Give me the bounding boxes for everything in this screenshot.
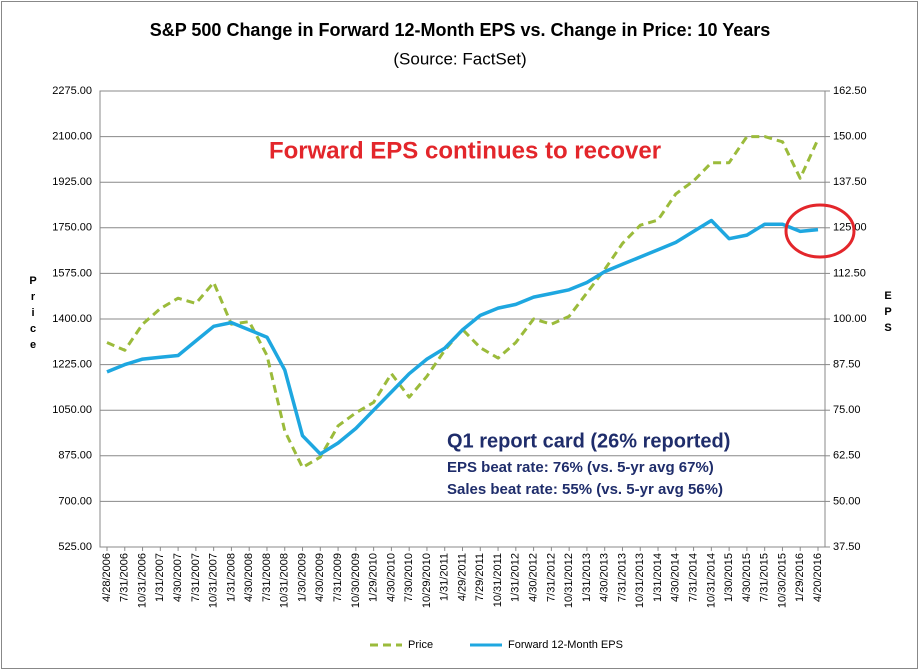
annotation: Q1 report card (26% reported)	[447, 430, 730, 452]
y-tick-label: 1225.00	[52, 359, 92, 371]
x-tick-label: 4/30/2012	[528, 553, 540, 602]
y2-tick-label: 150.00	[833, 131, 867, 143]
y2-tick-label: 162.50	[833, 85, 867, 97]
annotation: EPS beat rate: 76% (vs. 5-yr avg 67%)	[447, 459, 714, 476]
x-tick-label: 4/30/2008	[243, 553, 255, 602]
y-tick-label: 525.00	[58, 541, 92, 553]
series-line	[106, 135, 820, 469]
x-tick-label: 7/31/2006	[119, 553, 131, 602]
y-tick-label: 875.00	[58, 450, 92, 462]
x-tick-label: 4/30/2013	[599, 553, 611, 602]
y2-tick-label: 62.50	[833, 450, 861, 462]
x-tick-label: 10/31/2013	[634, 553, 646, 608]
y2-axis-label: EPS	[882, 290, 894, 338]
x-tick-label: 4/30/2009	[314, 553, 326, 602]
x-tick-label: 1/31/2011	[439, 553, 451, 601]
chart-title: S&P 500 Change in Forward 12-Month EPS v…	[150, 20, 771, 40]
x-tick-label: 10/29/2010	[421, 553, 433, 608]
chart-subtitle: (Source: FactSet)	[393, 49, 526, 68]
y-tick-label: 1400.00	[52, 313, 92, 325]
x-tick-label: 4/30/2007	[172, 553, 184, 602]
y2-tick-label: 75.00	[833, 404, 861, 416]
y2-tick-label: 37.50	[833, 541, 861, 553]
annotation: Sales beat rate: 55% (vs. 5-yr avg 56%)	[447, 481, 723, 498]
legend-label: Price	[408, 639, 433, 651]
x-tick-label: 4/20/2016	[812, 553, 824, 602]
x-tick-label: 4/29/2011	[456, 553, 468, 601]
x-tick-label: 7/31/2008	[261, 553, 273, 602]
x-tick-label: 7/31/2007	[190, 553, 202, 602]
x-tick-label: 1/31/2014	[652, 553, 664, 602]
y-tick-label: 1925.00	[52, 176, 92, 188]
x-tick-label: 10/31/2006	[136, 553, 148, 608]
y-tick-label: 1575.00	[52, 267, 92, 279]
x-tick-label: 7/31/2009	[332, 553, 344, 602]
x-tick-label: 4/30/2015	[741, 553, 753, 602]
x-tick-label: 1/31/2008	[225, 553, 237, 602]
x-tick-label: 1/31/2012	[510, 553, 522, 602]
y-tick-label: 2100.00	[52, 131, 92, 143]
legend-label: Forward 12-Month EPS	[508, 639, 623, 651]
x-tick-label: 7/31/2014	[687, 553, 699, 602]
y2-tick-label: 112.50	[833, 267, 866, 279]
x-tick-label: 1/29/2010	[368, 553, 380, 602]
x-tick-label: 4/28/2006	[101, 553, 113, 602]
x-tick-label: 10/30/2009	[350, 553, 362, 608]
x-tick-label: 1/30/2015	[723, 553, 735, 602]
x-tick-label: 7/31/2013	[616, 553, 628, 602]
x-tick-label: 10/31/2007	[208, 553, 220, 608]
x-tick-label: 7/31/2012	[545, 553, 557, 602]
x-tick-label: 1/31/2013	[581, 553, 593, 602]
x-tick-label: 10/31/2012	[563, 553, 575, 608]
y2-tick-label: 100.00	[833, 313, 867, 325]
y-tick-label: 2275.00	[52, 85, 92, 97]
x-tick-label: 10/30/2015	[776, 553, 788, 608]
y2-tick-label: 137.50	[833, 176, 867, 188]
y-tick-label: 700.00	[58, 495, 92, 507]
x-tick-label: 1/31/2007	[154, 553, 166, 602]
y-tick-label: 1050.00	[52, 404, 92, 416]
x-tick-label: 7/31/2015	[759, 553, 771, 602]
y2-tick-label: 50.00	[833, 495, 861, 507]
x-tick-label: 10/31/2008	[279, 553, 291, 608]
annotation: Forward EPS continues to recover	[269, 137, 661, 164]
x-tick-label: 4/30/2010	[385, 553, 397, 602]
y-tick-label: 1750.00	[52, 222, 92, 234]
x-tick-label: 10/31/2014	[705, 553, 717, 608]
y2-tick-label: 87.50	[833, 359, 861, 371]
x-tick-label: 4/30/2014	[670, 553, 682, 602]
x-tick-label: 1/29/2016	[794, 553, 806, 602]
x-tick-label: 10/31/2011	[492, 553, 504, 607]
y-axis-label: Price	[27, 275, 39, 355]
series-line	[106, 218, 819, 456]
highlight-circle	[784, 203, 856, 259]
x-tick-label: 1/30/2009	[296, 553, 308, 602]
y2-tick-label: 125.00	[833, 222, 867, 234]
x-tick-label: 7/29/2011	[474, 553, 486, 601]
x-tick-label: 7/30/2010	[403, 553, 415, 602]
